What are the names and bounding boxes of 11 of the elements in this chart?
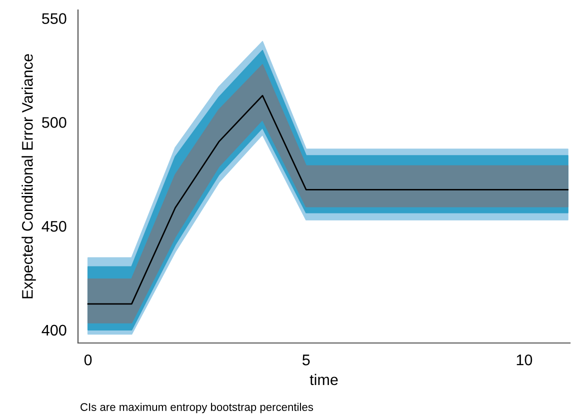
text: CIs are maximum entropy bootstrap percentiles <box>80 402 314 414</box>
y-tick-label: 450 <box>42 220 66 232</box>
line-series <box>87 94 569 305</box>
x-tick-label: 0 <box>84 354 92 366</box>
y-axis-title: Expected Conditional Error Variance <box>22 54 36 298</box>
x-axis-title: time <box>310 374 338 386</box>
x-tick-label: 5 <box>302 354 310 366</box>
y-tick-label: 500 <box>42 117 66 128</box>
y-tick-label: 400 <box>42 324 66 336</box>
y-tick-label: 550 <box>42 13 66 24</box>
x-tick-label: 10 <box>516 354 532 366</box>
